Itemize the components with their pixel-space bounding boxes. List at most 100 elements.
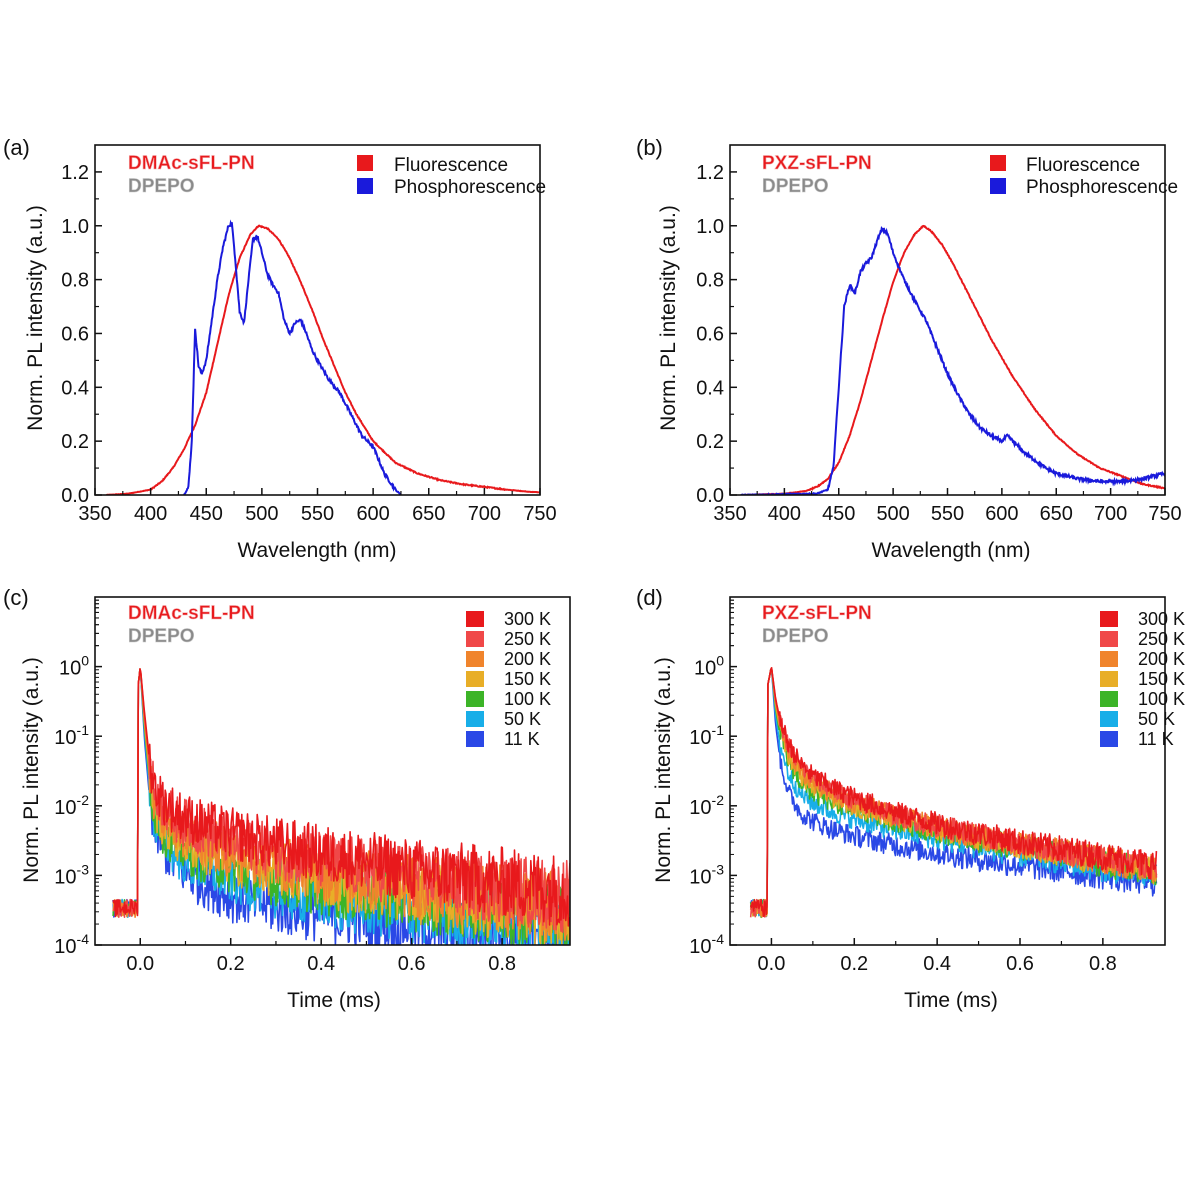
legend-label-300k-d: 300 K: [1138, 609, 1185, 629]
series-phosphorescence-b: [740, 226, 1165, 495]
legend-label-phosphorescence-a: Phosphorescence: [394, 177, 546, 198]
x-tick-label-c: 0.6: [398, 953, 426, 975]
legend-label-100k-c: 100 K: [504, 689, 551, 709]
x-tick-label-b: 600: [985, 503, 1018, 525]
panel-label-b: (b): [636, 135, 663, 160]
y-tick-label-a: 0.0: [61, 485, 89, 507]
series-fluorescence-b: [740, 224, 1165, 495]
legend-swatch-150k-c: [466, 671, 484, 687]
x-tick-label-d: 0.8: [1089, 953, 1117, 975]
y-tick-label-a: 0.4: [61, 377, 89, 399]
compound-label-d: PXZ-sFL-PN: [762, 603, 872, 624]
x-tick-label-a: 700: [468, 503, 501, 525]
legend-swatch-11k-c: [466, 731, 484, 747]
x-tick-label-d: 0.2: [840, 953, 868, 975]
x-tick-label-a: 750: [523, 503, 556, 525]
series-phosphorescence-a: [183, 219, 402, 495]
legend-label-fluorescence-a: Fluorescence: [394, 155, 508, 176]
plot-b: 350 400 450 500 550 600 650 700 750 0.0 0.2 0.4 0.6 0…: [696, 144, 1182, 525]
legend-label-50k-d: 50 K: [1138, 709, 1175, 729]
panel-label-a: (a): [3, 135, 30, 160]
host-label-c: DPEPO: [128, 626, 195, 647]
legend-label-300k-c: 300 K: [504, 609, 551, 629]
x-tick-label-c: 0.0: [126, 953, 154, 975]
legend-temperatures-c: 300 K 250 K 200 K 150 K 100 K 50 K 11 K: [466, 609, 551, 749]
y-tick-label-d: 10-1: [689, 722, 724, 749]
series-250k-c: [112, 668, 570, 933]
x-tick-label-b: 750: [1148, 503, 1181, 525]
compound-label-c: DMAc-sFL-PN: [128, 603, 255, 624]
x-tick-label-a: 600: [356, 503, 389, 525]
y-tick-label-b: 0.2: [696, 431, 724, 453]
legend-label-200k-d: 200 K: [1138, 649, 1185, 669]
y-tick-label-a: 0.8: [61, 270, 89, 292]
legend-label-100k-d: 100 K: [1138, 689, 1185, 709]
host-label-b: DPEPO: [762, 176, 829, 197]
series-300k-d: [749, 667, 1158, 918]
y-tick-label-c: 10-4: [54, 931, 89, 958]
y-tick-label-a: 1.0: [61, 216, 89, 238]
y-tick-label-b: 1.2: [696, 162, 724, 184]
legend-label-11k-c: 11 K: [504, 729, 540, 749]
series-group-a: [106, 219, 540, 495]
y-tick-label-c: 100: [59, 653, 89, 680]
legend-swatch-fluorescence-a: [357, 155, 373, 171]
x-tick-label-c: 0.8: [488, 953, 516, 975]
plot-d: 0.0 0.2 0.4 0.6 0.8 100 10-1 10-2 10-3 10-4: [689, 596, 1166, 975]
compound-label-a: DMAc-sFL-PN: [128, 153, 255, 174]
plot-frame-d: [729, 596, 1166, 946]
x-tick-label-c: 0.4: [307, 953, 335, 975]
legend-swatch-100k-c: [466, 691, 484, 707]
legend-swatch-300k-d: [1100, 611, 1118, 627]
y-tick-label-c: 10-3: [54, 861, 89, 888]
host-label-d: DPEPO: [762, 626, 829, 647]
x-tick-label-b: 350: [713, 503, 746, 525]
legend-swatch-50k-d: [1100, 711, 1118, 727]
legend-label-11k-d: 11 K: [1138, 729, 1174, 749]
x-tick-label-a: 350: [78, 503, 111, 525]
legend-label-phosphorescence-b: Phosphorescence: [1026, 177, 1178, 198]
legend-swatch-150k-d: [1100, 671, 1118, 687]
y-tick-label-d: 10-3: [689, 861, 724, 888]
series-group-c: [112, 668, 570, 945]
legend-swatch-200k-c: [466, 651, 484, 667]
legend-label-200k-c: 200 K: [504, 649, 551, 669]
legend-label-250k-c: 250 K: [504, 629, 551, 649]
x-tick-label-b: 550: [931, 503, 964, 525]
panel-label-c: (c): [3, 585, 29, 610]
x-tick-label-a: 400: [134, 503, 167, 525]
legend-swatch-250k-d: [1100, 631, 1118, 647]
y-tick-label-a: 0.2: [61, 431, 89, 453]
y-tick-label-a: 1.2: [61, 162, 89, 184]
plot-frame-c: [94, 596, 571, 946]
plot-a: 350 400 450 500 550 600 650 700 750 0.0 0.2 0.4 0.6 0…: [61, 144, 557, 525]
y-tick-label-d: 10-2: [689, 792, 724, 819]
x-tick-label-c: 0.2: [217, 953, 245, 975]
y-axis-title-b: Norm. PL intensity (a.u.): [657, 205, 680, 431]
x-tick-label-a: 550: [301, 503, 334, 525]
legend-swatch-fluorescence-b: [990, 155, 1006, 171]
x-tick-label-d: 0.4: [923, 953, 951, 975]
x-tick-label-d: 0.6: [1006, 953, 1034, 975]
y-axis-title-a: Norm. PL intensity (a.u.): [24, 205, 47, 431]
legend-swatch-phosphorescence-b: [990, 178, 1006, 194]
x-tick-label-a: 650: [412, 503, 445, 525]
plot-c: 0.0 0.2 0.4 0.6 0.8 100 10-1 10-2 10-3 10-4: [54, 596, 571, 975]
y-tick-label-c: 10-1: [54, 722, 89, 749]
legend-swatch-100k-d: [1100, 691, 1118, 707]
x-tick-label-b: 400: [768, 503, 801, 525]
x-tick-label-b: 450: [822, 503, 855, 525]
y-tick-label-d: 10-4: [689, 931, 724, 958]
x-tick-label-a: 450: [190, 503, 223, 525]
y-tick-label-a: 0.6: [61, 323, 89, 345]
y-tick-label-c: 10-2: [54, 792, 89, 819]
legend-swatch-250k-c: [466, 631, 484, 647]
series-group-b: [740, 224, 1165, 495]
x-tick-label-b: 500: [876, 503, 909, 525]
y-tick-label-d: 100: [694, 653, 724, 680]
legend-label-150k-d: 150 K: [1138, 669, 1185, 689]
x-axis-title-b: Wavelength (nm): [871, 539, 1030, 562]
legend-swatch-300k-c: [466, 611, 484, 627]
legend-label-250k-d: 250 K: [1138, 629, 1185, 649]
